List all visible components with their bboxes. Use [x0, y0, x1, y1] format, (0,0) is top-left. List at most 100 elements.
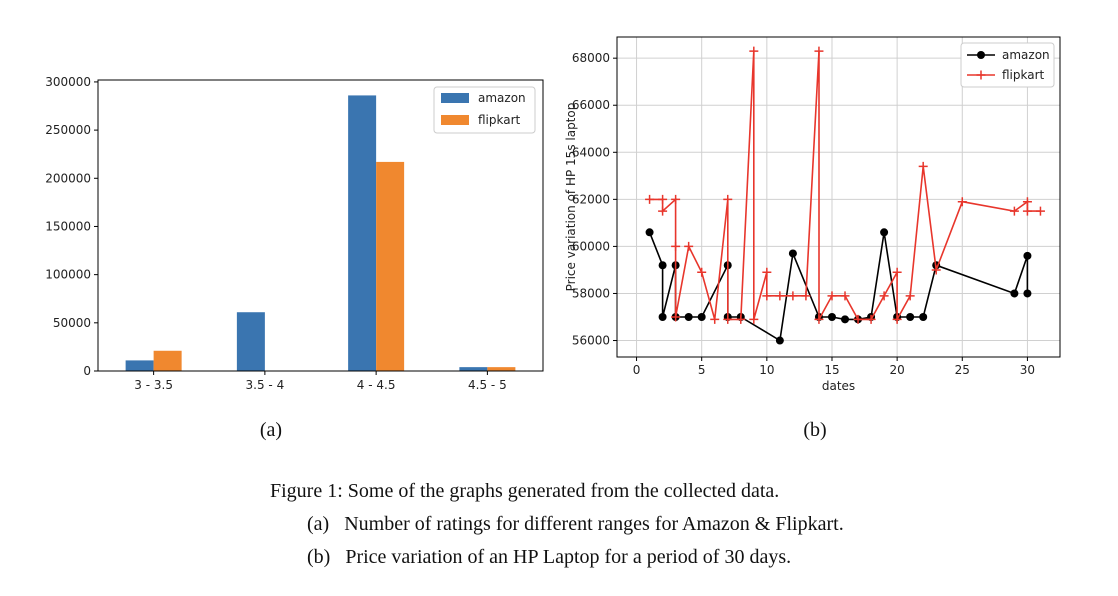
marker-amazon-1 [658, 261, 667, 270]
marker-flipkart-27 [892, 314, 902, 324]
marker-flipkart-14 [762, 267, 772, 277]
marker-flipkart-18 [801, 291, 811, 301]
panel-label-b: (b) [803, 419, 826, 441]
x-tick-label: 30 [1020, 363, 1035, 377]
caption-item-b: (b) Price variation of an HP Laptop for … [307, 546, 792, 568]
x-tick-label: 4 - 4.5 [357, 378, 396, 392]
bar-flipkart-3 [487, 367, 516, 371]
legend: amazon flipkart [433, 86, 536, 134]
x-tick-label: 4.5 - 5 [468, 378, 507, 392]
y-tick-label: 56000 [572, 334, 610, 348]
x-tick-label: 25 [955, 363, 970, 377]
marker-flipkart-21 [827, 291, 837, 301]
x-tick-label: 3 - 3.5 [134, 378, 173, 392]
marker-flipkart-24 [866, 314, 876, 324]
marker-flipkart-31 [957, 197, 967, 207]
marker-flipkart-20 [814, 314, 824, 324]
marker-flipkart-30 [931, 265, 941, 275]
y-tick-label: 64000 [572, 145, 610, 159]
legend-label-amazon: amazon [478, 91, 526, 105]
bar-amazon-0 [125, 360, 154, 371]
bar-flipkart-0 [153, 350, 182, 371]
x-tick-label: 10 [759, 363, 774, 377]
marker-flipkart-7 [697, 267, 707, 277]
legend-swatch-amazon [441, 93, 469, 103]
bar-amazon-1 [236, 312, 265, 371]
marker-amazon-23 [1023, 251, 1032, 260]
caption-main: Figure 1: Some of the graphs generated f… [270, 480, 780, 502]
marker-amazon-14 [841, 315, 850, 324]
marker-amazon-11 [788, 249, 797, 258]
marker-flipkart-25 [879, 291, 889, 301]
marker-flipkart-16 [775, 291, 785, 301]
y-tick-label: 150000 [45, 219, 91, 233]
y-tick-label: 100000 [45, 268, 91, 282]
marker-flipkart-35 [1035, 206, 1045, 216]
x-axis-label: dates [822, 379, 855, 393]
marker-flipkart-15 [762, 291, 772, 301]
legend: amazon flipkart [960, 42, 1055, 88]
series-line-flipkart [649, 51, 1041, 323]
marker-amazon-22 [1010, 289, 1019, 298]
figure-panels: 3 - 3.5 3.5 - 4 4 - 4.5 4.5 - 5 0 50000 100000… [45, 36, 1061, 441]
legend-label-flipkart: flipkart [1002, 68, 1045, 82]
marker-flipkart-33 [1022, 197, 1032, 207]
marker-flipkart-17 [788, 291, 798, 301]
marker-flipkart-8 [710, 314, 720, 324]
marker-flipkart-12 [749, 46, 759, 56]
y-tick-label: 0 [83, 364, 91, 378]
legend-marker-flipkart [976, 70, 986, 80]
marker-flipkart-26 [892, 267, 902, 277]
marker-flipkart-6 [684, 241, 694, 251]
marker-flipkart-4 [671, 241, 681, 251]
marker-flipkart-28 [905, 291, 915, 301]
plot-frame [97, 79, 544, 372]
marker-flipkart-23 [853, 314, 863, 324]
marker-amazon-0 [645, 228, 654, 237]
marker-amazon-5 [684, 313, 693, 321]
marker-amazon-19 [906, 313, 915, 321]
x-tick-label: 0 [633, 363, 641, 377]
bar-amazon-3 [459, 367, 488, 371]
marker-flipkart-10 [723, 314, 733, 324]
line-chart-price-variation: 0 5 10 15 20 25 30 56000 58000 60000 62000 64000 660… [564, 36, 1061, 441]
marker-flipkart-13 [749, 314, 759, 324]
y-tick-label: 50000 [53, 316, 91, 330]
y-tick-label: 200000 [45, 171, 91, 185]
x-tick-label: 20 [889, 363, 904, 377]
marker-flipkart-1 [658, 194, 668, 204]
y-tick-label: 62000 [572, 192, 610, 206]
y-tick-label: 300000 [45, 75, 91, 89]
legend-label-flipkart: flipkart [478, 113, 521, 127]
y-axis-label: Price variation of HP 15s laptop [564, 103, 578, 292]
plot-frame [616, 36, 1061, 358]
marker-amazon-17 [880, 228, 889, 237]
panel-label-a: (a) [260, 419, 282, 441]
marker-flipkart-11 [736, 314, 746, 324]
marker-amazon-20 [919, 313, 928, 321]
marker-flipkart-22 [840, 291, 850, 301]
marker-flipkart-29 [918, 161, 928, 171]
marker-flipkart-2 [658, 206, 668, 216]
y-tick-label: 58000 [572, 286, 610, 300]
marker-flipkart-5 [671, 312, 681, 322]
marker-amazon-2 [658, 313, 667, 321]
legend-swatch-flipkart [441, 115, 469, 125]
x-tick-label: 15 [824, 363, 839, 377]
y-tick-label: 250000 [45, 123, 91, 137]
legend-label-amazon: amazon [1002, 48, 1050, 62]
marker-flipkart-3 [671, 194, 681, 204]
legend-marker-amazon [977, 51, 985, 59]
marker-amazon-13 [827, 313, 836, 321]
x-tick-label: 3.5 - 4 [246, 378, 285, 392]
bar-flipkart-2 [376, 161, 405, 371]
marker-flipkart-34 [1022, 206, 1032, 216]
y-tick-label: 60000 [572, 239, 610, 253]
x-tick-label: 5 [698, 363, 706, 377]
caption-item-a: (a) Number of ratings for different rang… [307, 513, 844, 535]
y-tick-label: 66000 [572, 98, 610, 112]
y-tick-label: 68000 [572, 51, 610, 65]
marker-flipkart-19 [814, 46, 824, 56]
marker-amazon-24 [1023, 289, 1032, 298]
marker-flipkart-32 [1009, 206, 1019, 216]
